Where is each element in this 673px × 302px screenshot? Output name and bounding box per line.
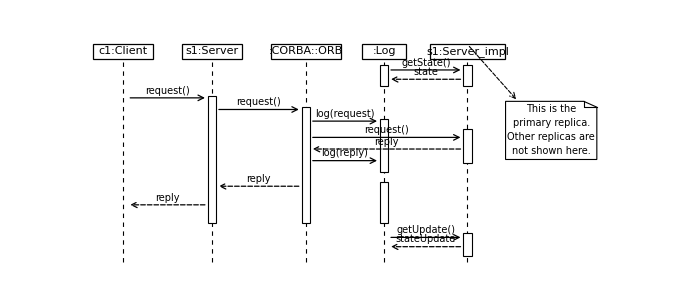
Bar (94, 44, 153, 59)
Text: getState(): getState() (401, 58, 450, 68)
Polygon shape (505, 101, 597, 159)
Text: reply: reply (155, 192, 180, 203)
Text: log(reply): log(reply) (322, 148, 368, 158)
Bar (380, 65, 388, 86)
Text: :Log: :Log (372, 46, 396, 56)
Text: reply: reply (246, 174, 271, 184)
Text: :CORBA::ORB: :CORBA::ORB (269, 46, 343, 56)
Bar (208, 95, 216, 223)
Text: This is the
primary replica.
Other replicas are
not shown here.: This is the primary replica. Other repli… (507, 104, 595, 156)
Bar (271, 44, 341, 59)
Text: reply: reply (374, 137, 399, 147)
Text: s1:Server_impl: s1:Server_impl (426, 46, 509, 57)
Text: log(request): log(request) (315, 109, 375, 119)
Text: c1:Client: c1:Client (99, 46, 148, 56)
Bar (182, 44, 242, 59)
Bar (302, 107, 310, 223)
Text: getUpdate(): getUpdate() (396, 225, 455, 235)
Text: request(): request() (145, 85, 190, 95)
Bar (463, 65, 472, 86)
Text: state: state (413, 67, 438, 77)
Bar (429, 44, 505, 59)
Bar (463, 233, 472, 256)
Bar (380, 182, 388, 223)
Bar (362, 44, 406, 59)
Bar (380, 119, 388, 172)
Text: request(): request() (364, 125, 409, 135)
Text: stateUpdate: stateUpdate (396, 234, 456, 244)
Text: s1:Server: s1:Server (185, 46, 238, 56)
Text: request(): request() (236, 97, 281, 107)
Bar (463, 129, 472, 163)
